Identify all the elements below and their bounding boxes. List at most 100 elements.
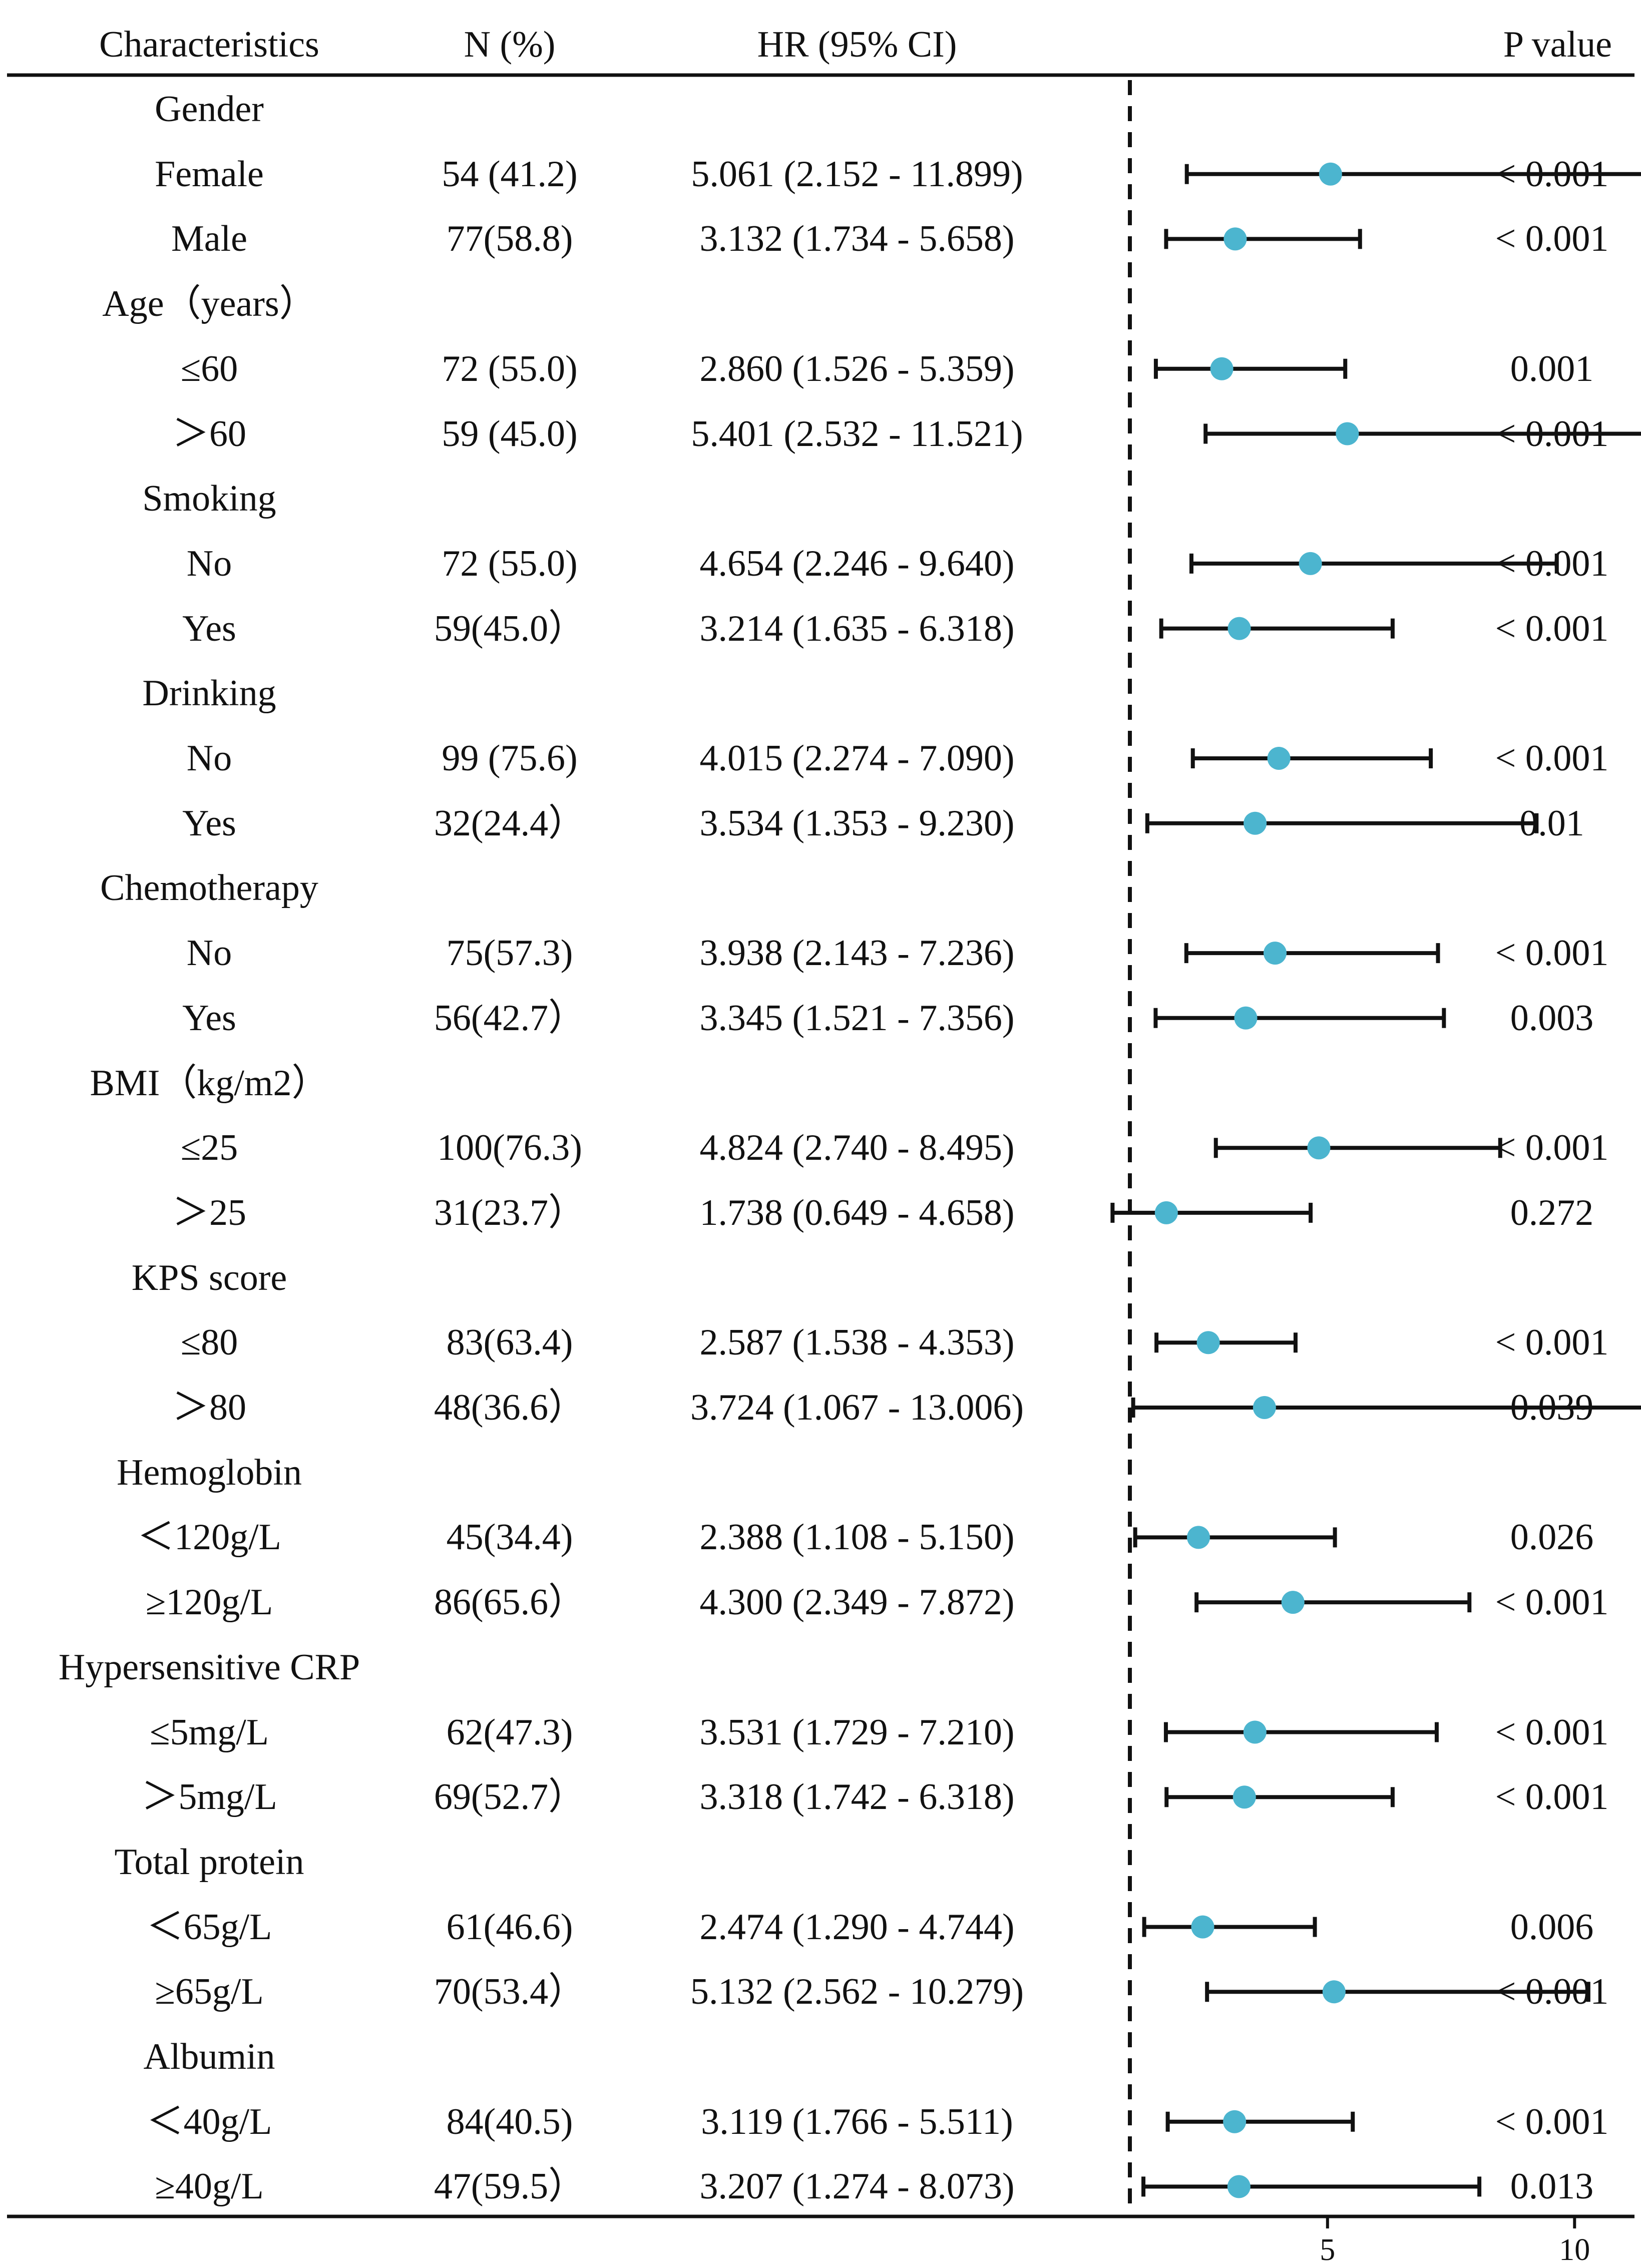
p-value-cell: < 0.001 [1495, 608, 1609, 649]
n-percent-cell: 59(45.0） [434, 608, 586, 649]
hr-ci-cell: 5.132 (2.562 - 10.279) [690, 1971, 1024, 2013]
hr-ci-cell: 2.388 (1.108 - 5.150) [699, 1517, 1015, 1558]
p-value-cell: 0.039 [1510, 1387, 1594, 1428]
hr-point [1243, 1720, 1267, 1744]
hr-ci-cell: 3.318 (1.742 - 6.318) [699, 1776, 1015, 1818]
n-percent-cell: 47(59.5） [434, 2166, 586, 2207]
hr-point [1234, 1006, 1258, 1030]
hr-point [1227, 2175, 1251, 2198]
row-label: ＞5mg/L [141, 1776, 277, 1818]
group-label: Hemoglobin [117, 1452, 302, 1493]
n-percent-cell: 86(65.6） [434, 1582, 586, 1623]
hr-point [1319, 162, 1342, 186]
group-label: Drinking [142, 673, 276, 714]
row-label: Yes [182, 997, 236, 1039]
row-label: ＞60 [172, 413, 246, 455]
p-value-cell: 0.003 [1510, 997, 1594, 1039]
p-value-cell: < 0.001 [1495, 218, 1609, 260]
p-value-cell: < 0.001 [1495, 413, 1609, 455]
hr-ci-cell: 3.214 (1.635 - 6.318) [699, 608, 1015, 649]
hr-ci-cell: 3.345 (1.521 - 7.356) [699, 997, 1015, 1039]
row-label: ＞80 [172, 1387, 246, 1428]
row-label: ≤80 [180, 1322, 238, 1364]
n-percent-cell: 56(42.7） [434, 997, 586, 1039]
hr-ci-cell: 2.860 (1.526 - 5.359) [699, 348, 1015, 389]
row-label: ≥40g/L [155, 2166, 264, 2207]
hr-ci-cell: 4.824 (2.740 - 8.495) [699, 1127, 1015, 1169]
n-percent-cell: 75(57.3) [446, 933, 573, 974]
group-label: KPS score [131, 1257, 287, 1298]
hr-ci-cell: 3.531 (1.729 - 7.210) [699, 1711, 1015, 1753]
row-label: ≥120g/L [145, 1582, 273, 1623]
group-label: Chemotherapy [100, 867, 318, 909]
p-value-cell: < 0.001 [1495, 933, 1609, 974]
n-percent-cell: 32(24.4） [434, 802, 586, 844]
row-label: No [186, 933, 232, 974]
p-value-cell: < 0.001 [1495, 1971, 1609, 2013]
row-label: Male [171, 218, 248, 260]
hr-point [1186, 1526, 1210, 1549]
hr-point [1191, 1915, 1214, 1939]
p-value-cell: < 0.001 [1495, 543, 1609, 584]
n-percent-cell: 99 (75.6) [442, 738, 578, 779]
hr-ci-cell: 3.724 (1.067 - 13.006) [690, 1387, 1024, 1428]
hr-ci-cell: 3.132 (1.734 - 5.658) [699, 218, 1015, 260]
hr-point [1263, 942, 1287, 965]
hr-point [1154, 1201, 1178, 1224]
hr-point [1233, 1785, 1256, 1809]
header-n-percent: N (%) [464, 24, 556, 65]
n-percent-cell: 62(47.3) [446, 1711, 573, 1753]
row-label: Yes [182, 608, 236, 649]
row-label: No [186, 543, 232, 584]
ci-marks [1110, 162, 1641, 2198]
header-characteristics: Characteristics [99, 24, 319, 65]
hr-ci-cell: 5.401 (2.532 - 11.521) [691, 413, 1023, 455]
p-value-cell: < 0.001 [1495, 1776, 1609, 1818]
n-percent-cell: 45(34.4) [446, 1517, 573, 1558]
hr-ci-cell: 4.654 (2.246 - 9.640) [699, 543, 1015, 584]
p-value-cell: < 0.001 [1495, 153, 1609, 195]
row-label: Female [155, 153, 264, 195]
p-value-cell: 0.006 [1510, 1906, 1594, 1948]
hr-point [1253, 1396, 1276, 1419]
hr-ci-cell: 3.207 (1.274 - 8.073) [699, 2166, 1015, 2207]
x-tick-label: 5 [1320, 2233, 1335, 2267]
row-label: Yes [182, 802, 236, 844]
hr-point [1267, 747, 1291, 770]
hr-point [1210, 357, 1234, 380]
group-label: Gender [155, 89, 264, 130]
hr-ci-cell: 4.300 (2.349 - 7.872) [699, 1582, 1015, 1623]
n-percent-cell: 61(46.6) [446, 1906, 573, 1948]
hr-point [1281, 1591, 1305, 1614]
p-value-cell: < 0.001 [1495, 738, 1609, 779]
row-label: ≤5mg/L [150, 1711, 269, 1753]
group-label: Smoking [142, 478, 276, 520]
p-value-cell: < 0.001 [1495, 2101, 1609, 2142]
group-label: Hypersensitive CRP [58, 1646, 360, 1688]
row-label: ≤60 [180, 348, 238, 389]
p-value-cell: 0.026 [1510, 1517, 1594, 1558]
hr-point [1336, 422, 1359, 445]
group-label: BMI（kg/m2） [90, 1062, 329, 1104]
n-percent-cell: 59 (45.0) [442, 413, 578, 455]
p-value-cell: 0.01 [1519, 802, 1584, 844]
hr-ci-cell: 4.015 (2.274 - 7.090) [699, 738, 1015, 779]
p-value-cell: < 0.001 [1495, 1322, 1609, 1364]
x-axis-ticks: 5 10 [1320, 2216, 1590, 2267]
row-label: ＜65g/L [146, 1906, 272, 1948]
n-percent-cell: 31(23.7） [434, 1192, 586, 1233]
p-value-cell: < 0.001 [1495, 1127, 1609, 1169]
hr-point [1196, 1331, 1220, 1354]
x-tick-label: 10 [1559, 2233, 1590, 2267]
hr-point [1322, 1980, 1346, 2004]
hr-point [1223, 2110, 1247, 2133]
n-percent-cell: 84(40.5) [446, 2101, 573, 2142]
hr-point [1223, 227, 1247, 251]
n-percent-cell: 100(76.3) [437, 1127, 582, 1169]
p-value-cell: < 0.001 [1495, 1582, 1609, 1623]
row-label: ＜40g/L [146, 2101, 272, 2142]
n-percent-cell: 83(63.4) [446, 1322, 573, 1364]
row-label: ≥65g/L [155, 1971, 264, 2013]
p-value-cell: 0.272 [1510, 1192, 1594, 1233]
